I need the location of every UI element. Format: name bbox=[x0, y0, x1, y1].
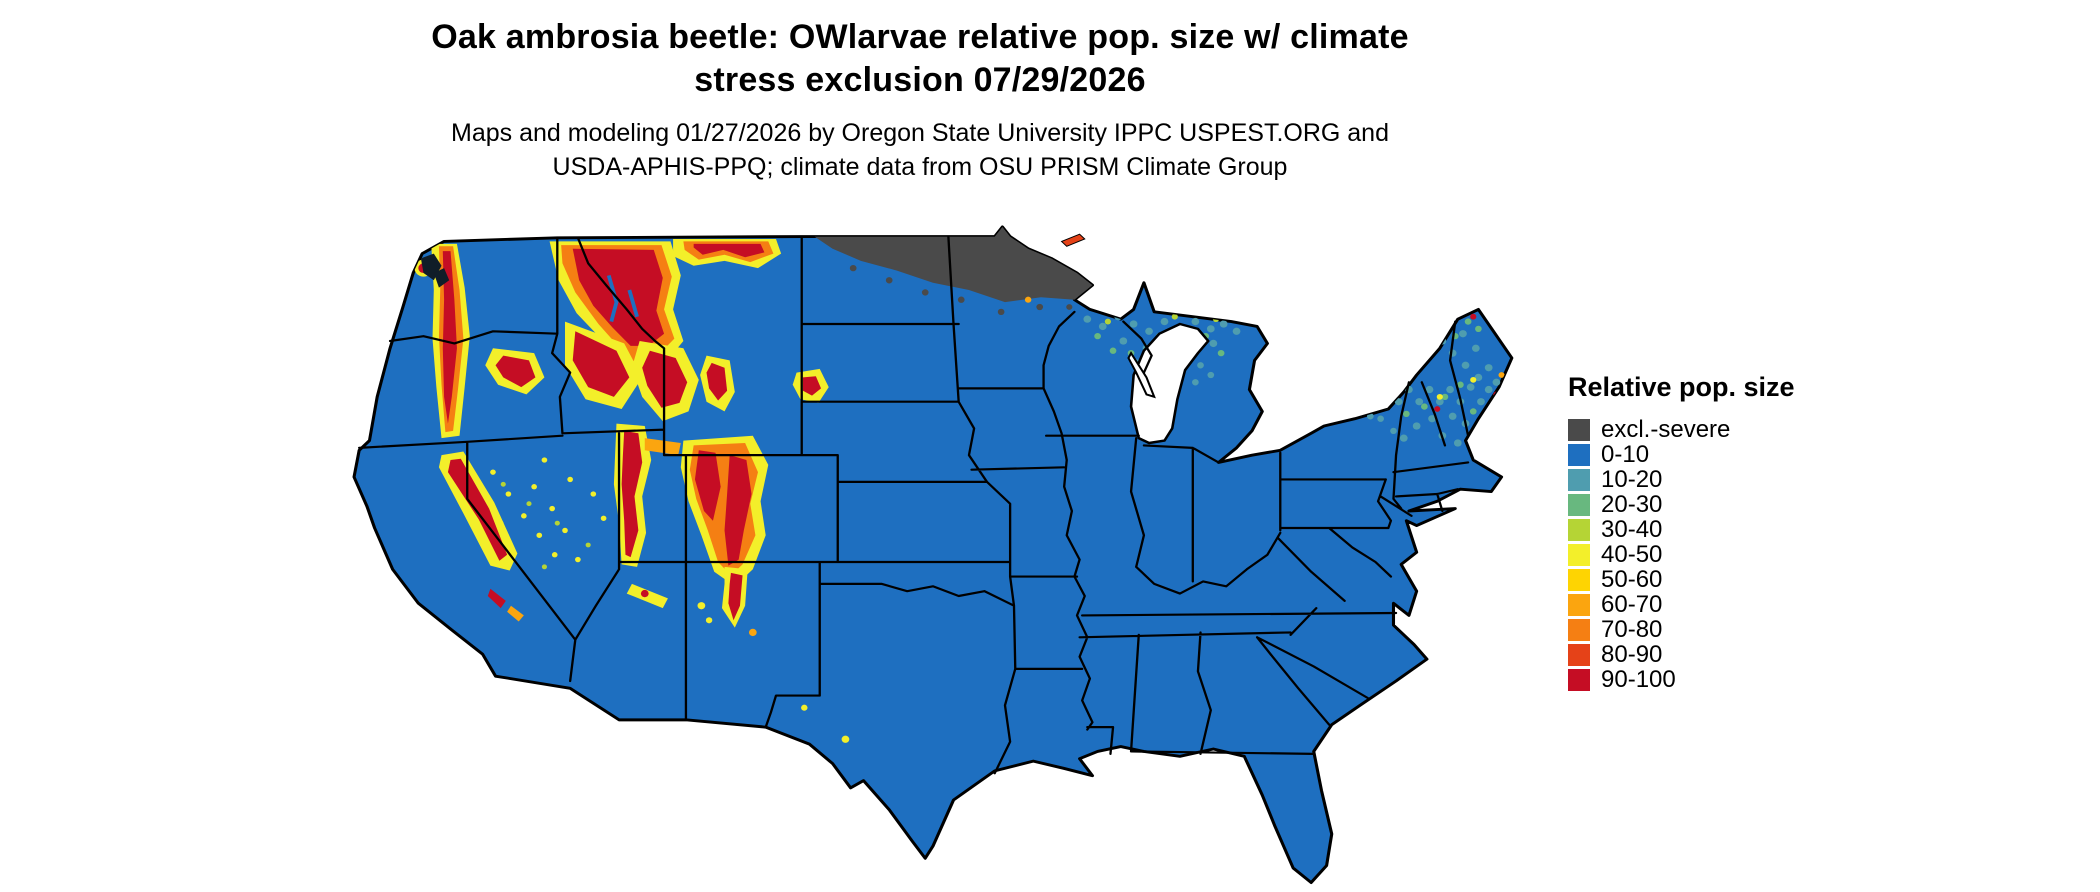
hotspot-montana-border-band bbox=[673, 239, 782, 269]
legend-item-40-50: 40-50 bbox=[1568, 542, 1898, 567]
legend-label-40-50: 40-50 bbox=[1601, 541, 1663, 568]
legend-label-80-90: 80-90 bbox=[1601, 641, 1663, 668]
hotspot-bighorn bbox=[700, 355, 735, 412]
isle-royale-hotspot bbox=[1060, 233, 1086, 247]
legend-label-60-70: 60-70 bbox=[1601, 591, 1663, 618]
legend-swatch-0-10 bbox=[1568, 443, 1590, 466]
hotspot-blue-mountains bbox=[485, 348, 545, 395]
figure-title-line-2: stress exclusion 07/29/2026 bbox=[694, 61, 1146, 99]
legend-item-excl-severe: excl.-severe bbox=[1568, 417, 1898, 442]
legend-item-30-40: 30-40 bbox=[1568, 517, 1898, 542]
legend-label-excl-severe: excl.-severe bbox=[1601, 416, 1731, 443]
legend-label-90-100: 90-100 bbox=[1601, 666, 1676, 693]
legend-label-50-60: 50-60 bbox=[1601, 566, 1663, 593]
legend-item-10-20: 10-20 bbox=[1568, 467, 1898, 492]
legend-item-0-10: 0-10 bbox=[1568, 442, 1898, 467]
hotspot-central-idaho bbox=[565, 321, 643, 409]
legend-swatch-70-80 bbox=[1568, 618, 1590, 641]
figure-subtitle: Maps and modeling 01/27/2026 by Oregon S… bbox=[0, 116, 1840, 184]
speckles-great-basin-green bbox=[500, 481, 591, 570]
green-bay bbox=[1127, 351, 1156, 399]
legend-label-10-20: 10-20 bbox=[1601, 466, 1663, 493]
legend-swatch-80-90 bbox=[1568, 643, 1590, 666]
legend-label-0-10: 0-10 bbox=[1601, 441, 1650, 468]
figure-header: Oak ambrosia beetle: OWlarvae relative p… bbox=[0, 16, 1840, 184]
legend-swatch-10-20 bbox=[1568, 468, 1590, 491]
hotspot-southwest-ranges bbox=[626, 583, 850, 743]
legend-item-50-60: 50-60 bbox=[1568, 567, 1898, 592]
hotspot-cascades bbox=[414, 243, 470, 439]
legend-item-80-90: 80-90 bbox=[1568, 642, 1898, 667]
legend-item-90-100: 90-100 bbox=[1568, 667, 1898, 692]
legend-swatch-20-30 bbox=[1568, 493, 1590, 516]
legend-label-30-40: 30-40 bbox=[1601, 516, 1663, 543]
legend-item-70-80: 70-80 bbox=[1568, 617, 1898, 642]
exclusion-speckles bbox=[849, 264, 1073, 316]
figure-subtitle-line-1: Maps and modeling 01/27/2026 by Oregon S… bbox=[451, 119, 1389, 147]
legend-item-60-70: 60-70 bbox=[1568, 592, 1898, 617]
speckles-great-basin bbox=[484, 457, 607, 563]
legend-swatch-30-40 bbox=[1568, 518, 1590, 541]
legend-label-70-80: 70-80 bbox=[1601, 616, 1663, 643]
puget-sound-inlets bbox=[420, 253, 450, 288]
figure-title-line-1: Oak ambrosia beetle: OWlarvae relative p… bbox=[431, 18, 1409, 56]
us-landmass bbox=[352, 225, 1514, 885]
legend-swatch-40-50 bbox=[1568, 543, 1590, 566]
hotspot-colorado-rockies bbox=[680, 435, 769, 628]
legend-item-20-30: 20-30 bbox=[1568, 492, 1898, 517]
legend-swatch-90-100 bbox=[1568, 668, 1590, 691]
map-legend: Relative pop. size excl.-severe 0-10 10-… bbox=[1568, 372, 1898, 692]
legend-swatch-excl-severe bbox=[1568, 418, 1590, 441]
legend-title: Relative pop. size bbox=[1568, 372, 1795, 402]
hotspot-wasatch bbox=[613, 423, 681, 567]
figure-subtitle-line-2: USDA-APHIS-PPQ; climate data from OSU PR… bbox=[552, 153, 1288, 181]
exclusion-region-northern-plains bbox=[814, 226, 1093, 303]
legend-swatch-50-60 bbox=[1568, 568, 1590, 591]
us-map-area bbox=[300, 205, 1535, 885]
legend-swatch-60-70 bbox=[1568, 593, 1590, 616]
hotspot-sierra-nevada bbox=[438, 451, 524, 622]
us-map bbox=[352, 225, 1514, 885]
speckle-orange-minnesota bbox=[1024, 296, 1032, 303]
legend-label-20-30: 20-30 bbox=[1601, 491, 1663, 518]
state-borders bbox=[358, 235, 1470, 775]
